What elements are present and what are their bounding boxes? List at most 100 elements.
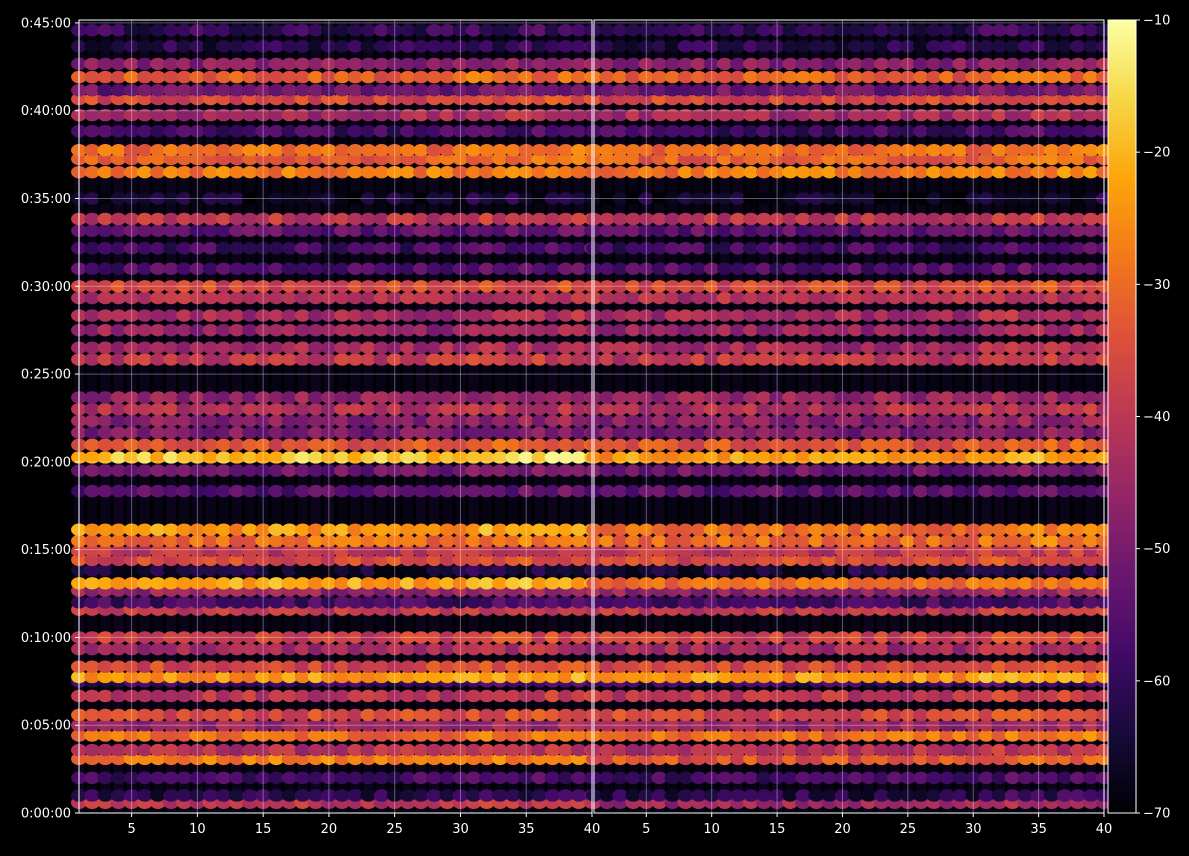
heatmap-cell (123, 280, 140, 293)
heatmap-cell (505, 144, 522, 157)
heatmap-cell (360, 57, 377, 71)
heatmap-cell (769, 729, 785, 742)
heatmap-cell (334, 689, 351, 703)
heatmap-cell (110, 563, 127, 577)
heatmap-cell (255, 544, 272, 558)
heatmap-cell (307, 353, 324, 366)
heatmap-cell (557, 144, 574, 157)
heatmap-cell (465, 544, 482, 558)
heatmap-cell (1017, 596, 1034, 609)
heatmap-cell (1083, 719, 1099, 732)
heatmap-cell (505, 224, 522, 237)
heatmap-cell (612, 689, 629, 703)
heatmap-cell (873, 771, 890, 785)
heatmap-cell (110, 309, 127, 322)
heatmap-cell (347, 743, 364, 757)
heatmap-cell (505, 426, 522, 439)
heatmap-cell (426, 553, 443, 567)
heatmap-cell (651, 553, 668, 567)
heatmap-cell (491, 484, 508, 498)
heatmap-cell (491, 771, 508, 785)
heatmap-cell (557, 70, 574, 84)
heatmap-cell (123, 144, 140, 157)
heatmap-cell (465, 152, 482, 166)
heatmap-cell (281, 84, 298, 97)
heatmap-cell (452, 262, 469, 275)
heatmap-cell (123, 108, 140, 122)
heatmap-cell (478, 553, 495, 567)
x-tick-label: 30 (965, 822, 982, 837)
heatmap-cell (1004, 743, 1021, 757)
heatmap-cell (84, 341, 101, 354)
heatmap-cell (189, 563, 206, 577)
heatmap-cell (426, 152, 443, 166)
heatmap-cell (1083, 631, 1099, 644)
heatmap-cell (452, 353, 469, 366)
heatmap-cell (294, 771, 311, 785)
heatmap-cell (176, 144, 193, 157)
heatmap-cell (808, 670, 825, 684)
heatmap-cell (360, 40, 377, 53)
heatmap-cell (531, 438, 548, 452)
heatmap-cell (307, 689, 324, 703)
heatmap-cell (413, 84, 429, 97)
heatmap-cell (978, 743, 995, 757)
heatmap-cell (228, 108, 245, 122)
heatmap-cell (926, 631, 942, 644)
heatmap-cell (426, 743, 443, 757)
heatmap-cell (439, 789, 456, 802)
heatmap-cell (281, 192, 298, 205)
heatmap-cell (886, 534, 903, 548)
heatmap-cell (281, 451, 298, 464)
heatmap-cell (1030, 708, 1047, 722)
heatmap-cell (531, 577, 548, 590)
heatmap-cell (399, 402, 416, 416)
heatmap-cell (426, 451, 443, 464)
heatmap-cell (123, 464, 140, 477)
heatmap-cell (136, 242, 153, 255)
heatmap-cell (716, 660, 733, 673)
heatmap-cell (149, 670, 166, 684)
heatmap-cell (242, 689, 258, 703)
heatmap-cell (360, 577, 377, 590)
heatmap-cell (452, 224, 469, 237)
heatmap-cell (426, 57, 443, 71)
heatmap-cell (899, 660, 916, 673)
heatmap-cell (544, 108, 561, 122)
x-tick-label: 30 (452, 822, 469, 837)
heatmap-cell (531, 165, 548, 179)
heatmap-cell (347, 670, 364, 684)
heatmap-cell (518, 523, 535, 536)
heatmap-cell (1043, 708, 1060, 722)
heatmap-cell (599, 743, 615, 757)
heatmap-cell (242, 743, 258, 757)
heatmap-cell (491, 596, 508, 609)
heatmap-cell (426, 108, 443, 122)
heatmap-cell (360, 523, 377, 536)
heatmap-cell (360, 165, 377, 179)
heatmap-cell (307, 577, 324, 590)
heatmap-cell (426, 670, 443, 684)
heatmap-cell (84, 57, 101, 71)
heatmap-cell (452, 309, 469, 322)
heatmap-cell (307, 642, 324, 656)
heatmap-cell (570, 108, 587, 122)
heatmap-cell (1004, 642, 1021, 656)
heatmap-cell (136, 771, 153, 785)
heatmap-cell (439, 451, 456, 464)
heatmap-cell (965, 708, 982, 722)
heatmap-cell (228, 544, 245, 558)
heatmap-cell (1030, 719, 1047, 732)
heatmap-cell (373, 553, 390, 567)
heatmap-cell (136, 729, 153, 742)
heatmap-cell (1017, 631, 1034, 644)
heatmap-cell (268, 108, 285, 122)
heatmap-cell (242, 84, 258, 97)
heatmap-cell (978, 789, 995, 802)
heatmap-cell (242, 596, 258, 609)
heatmap-cell (347, 291, 364, 305)
heatmap-cell (782, 577, 799, 590)
heatmap-cell (307, 464, 324, 477)
heatmap-cell (320, 464, 337, 477)
heatmap-cell (97, 391, 114, 404)
